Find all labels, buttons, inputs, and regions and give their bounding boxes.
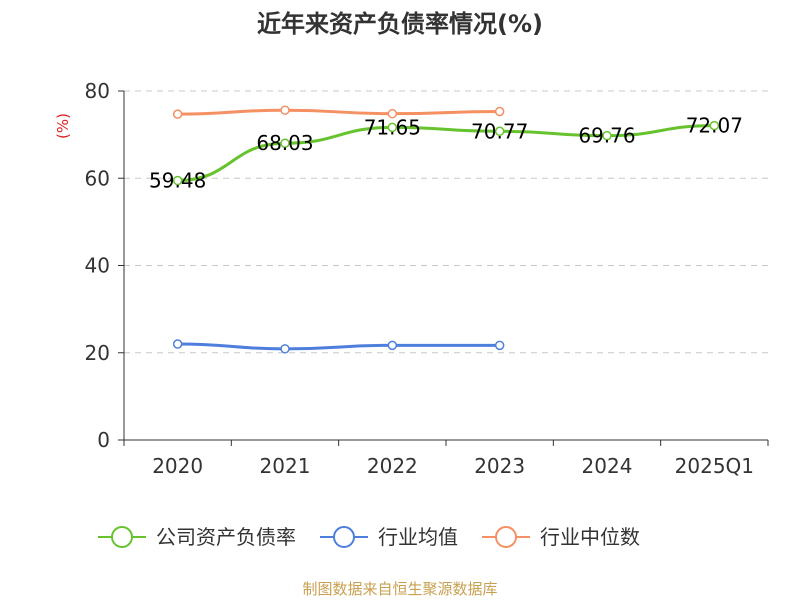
- y-tick-label: 80: [85, 79, 110, 103]
- legend-label: 行业中位数: [540, 525, 640, 549]
- data-label: 72.07: [686, 114, 743, 138]
- data-label: 71.65: [364, 115, 421, 139]
- y-tick-label: 0: [97, 428, 110, 452]
- legend-label: 公司资产负债率: [156, 525, 296, 549]
- series-line: [177, 108, 500, 116]
- data-point[interactable]: [172, 339, 183, 349]
- legend-marker: [333, 526, 355, 548]
- series-line: [177, 342, 500, 351]
- x-tick-label: 2020: [152, 454, 203, 478]
- data-point[interactable]: [494, 340, 505, 351]
- y-axis-label: (%): [54, 113, 72, 139]
- data-point[interactable]: [280, 138, 290, 148]
- data-point[interactable]: [387, 340, 398, 351]
- data-point[interactable]: [709, 120, 720, 131]
- data-labels: 59.48 68.03 71.65 70.77 69.76 72.07: [149, 114, 743, 193]
- data-point[interactable]: [280, 105, 290, 115]
- x-tick-label: 2021: [260, 454, 311, 478]
- legend: 公司资产负债率 行业均值 行业中位数: [98, 525, 640, 549]
- y-tick-label: 60: [85, 166, 110, 190]
- axes: 0 20 40 60 80 2020 2021 2022 2023 2024 2025Q1: [85, 79, 769, 478]
- legend-label: 行业均值: [378, 525, 458, 549]
- legend-item[interactable]: 行业均值: [320, 525, 458, 549]
- source-note: 制图数据来自恒生聚源数据库: [302, 580, 498, 598]
- x-tick-label: 2022: [367, 454, 418, 478]
- data-point[interactable]: [602, 130, 612, 141]
- data-point[interactable]: [172, 175, 183, 186]
- legend-item[interactable]: 行业中位数: [482, 525, 640, 549]
- data-point[interactable]: [494, 126, 505, 137]
- data-point[interactable]: [387, 122, 398, 133]
- y-tick-label: 20: [85, 341, 110, 365]
- gridlines: [124, 90, 768, 354]
- data-point[interactable]: [387, 108, 398, 119]
- data-label: 68.03: [256, 131, 313, 155]
- data-point[interactable]: [172, 109, 183, 119]
- x-tick-label: 2024: [582, 454, 633, 478]
- legend-marker: [495, 526, 517, 548]
- legend-item[interactable]: 公司资产负债率: [98, 525, 296, 549]
- data-label: 69.76: [578, 124, 635, 148]
- data-point[interactable]: [280, 344, 290, 354]
- data-label: 70.77: [471, 119, 528, 143]
- x-tick-label: 2025Q1: [675, 454, 754, 478]
- series-layer: [172, 105, 720, 354]
- x-tick-label: 2023: [474, 454, 525, 478]
- series-line: [177, 124, 715, 183]
- legend-marker: [111, 526, 133, 548]
- data-point[interactable]: [494, 106, 505, 117]
- data-label: 59.48: [149, 169, 206, 193]
- chart-title: 近年来资产负债率情况(%): [257, 10, 543, 38]
- y-tick-label: 40: [85, 254, 110, 278]
